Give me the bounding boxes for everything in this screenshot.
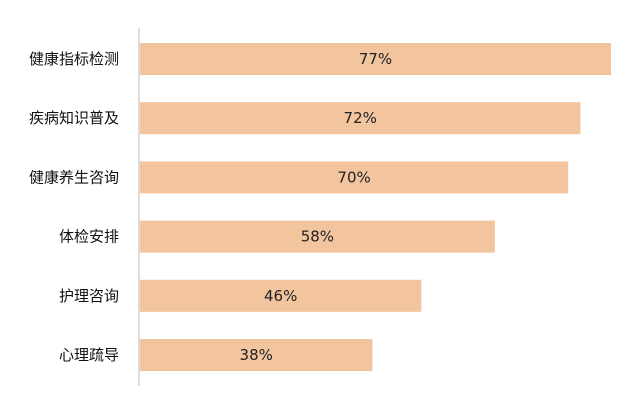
value-label-2: 70% — [337, 168, 370, 186]
value-labels: 77% 72% 70% 58% 46% 38% — [240, 50, 393, 364]
value-label-5: 38% — [240, 346, 273, 364]
bar-5 — [140, 339, 373, 371]
value-label-0: 77% — [359, 50, 392, 68]
category-label-4: 护理咨询 — [59, 287, 119, 305]
value-label-1: 72% — [344, 109, 377, 127]
category-label-2: 健康养生咨询 — [29, 168, 119, 186]
bars-group — [140, 43, 611, 371]
bar-2 — [140, 161, 569, 194]
category-label-5: 心理疏导 — [59, 346, 119, 364]
category-label-0: 健康指标检测 — [29, 50, 119, 68]
bar-4 — [140, 279, 422, 312]
category-label-1: 疾病知识普及 — [29, 109, 119, 127]
bar-3 — [140, 220, 495, 253]
bar-1 — [140, 102, 581, 135]
value-label-3: 58% — [301, 228, 334, 246]
category-label-3: 体检安排 — [59, 228, 119, 246]
value-label-4: 46% — [264, 287, 297, 305]
bar-0 — [140, 43, 611, 75]
